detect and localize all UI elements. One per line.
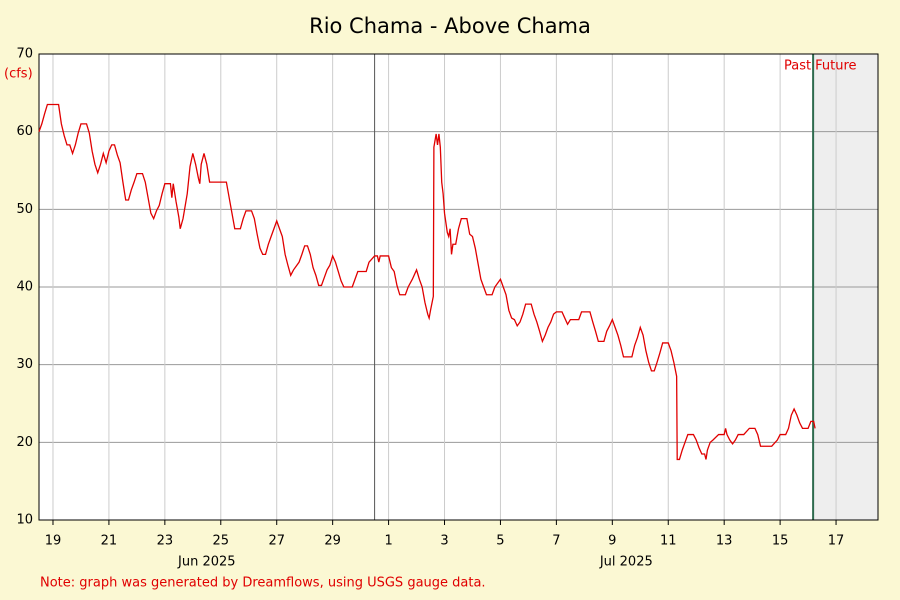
- x-tick-label: 29: [324, 534, 341, 549]
- x-tick-label: 7: [552, 534, 560, 549]
- y-tick-label: 60: [16, 124, 33, 139]
- x-tick-label: 21: [101, 534, 118, 549]
- y-axis-label: (cfs): [4, 67, 33, 82]
- note: Note: graph was generated by Dreamflows,…: [40, 576, 486, 591]
- month-label: Jul 2025: [599, 555, 653, 570]
- x-tick-label: 15: [772, 534, 789, 549]
- x-tick-label: 23: [157, 534, 174, 549]
- x-tick-label: 25: [213, 534, 230, 549]
- y-tick-label: 40: [16, 280, 33, 295]
- x-tick-label: 27: [268, 534, 285, 549]
- x-tick-label: 11: [660, 534, 677, 549]
- y-tick-label: 50: [16, 202, 33, 217]
- y-tick-label: 10: [16, 513, 33, 528]
- x-tick-label: 3: [440, 534, 448, 549]
- x-tick-label: 17: [828, 534, 845, 549]
- flow-line: [38, 103, 816, 461]
- chart-title: Rio Chama - Above Chama: [309, 14, 591, 38]
- y-tick-label: 20: [16, 435, 33, 450]
- x-tick-label: 13: [716, 534, 733, 549]
- y-tick-label: 30: [16, 357, 33, 372]
- month-label: Jun 2025: [177, 555, 236, 570]
- plot-frame: [38, 53, 879, 521]
- y-tick-label: 70: [16, 47, 33, 62]
- x-tick-label: 19: [45, 534, 62, 549]
- x-tick-label: 1: [384, 534, 392, 549]
- x-tick-label: 9: [608, 534, 616, 549]
- x-tick-label: 5: [496, 534, 504, 549]
- past-label: Past: [784, 59, 811, 74]
- future-label: Future: [815, 59, 856, 74]
